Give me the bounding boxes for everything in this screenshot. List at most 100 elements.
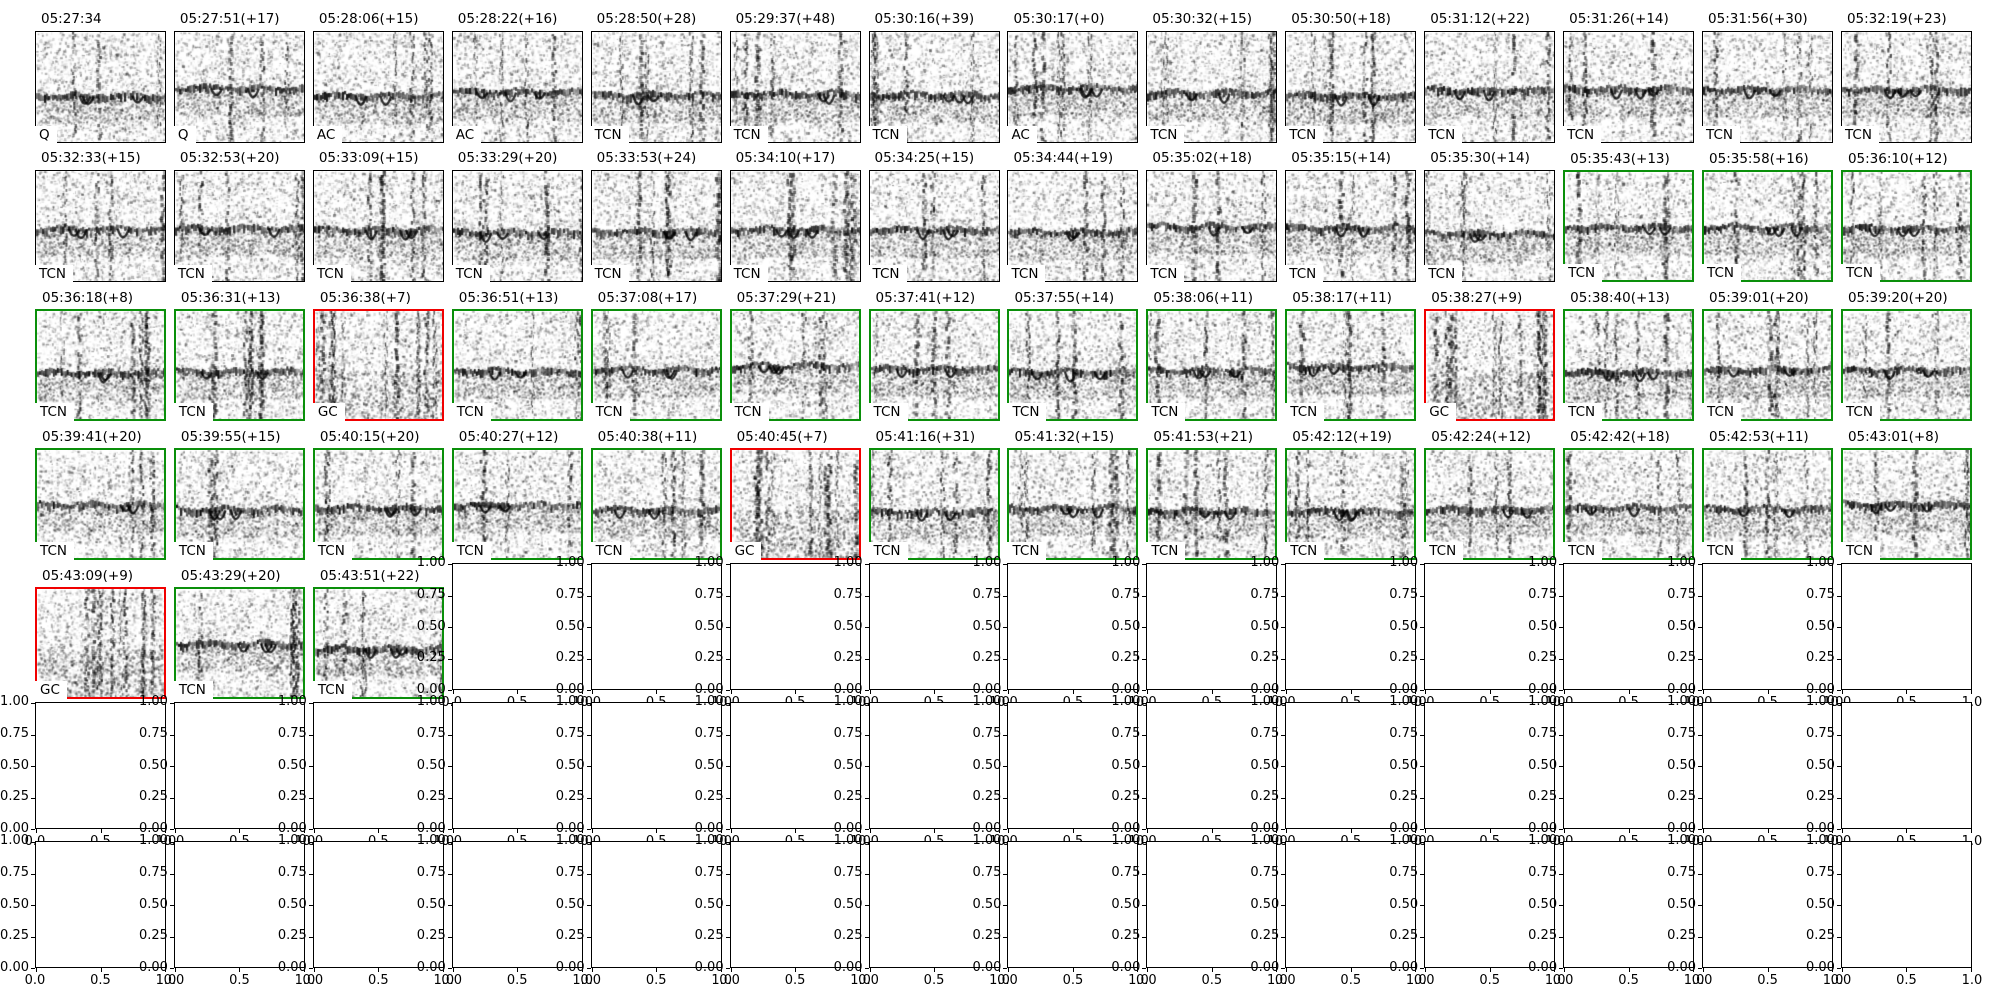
y-tick-mark	[1142, 766, 1147, 767]
y-tick-label: 0.50	[1667, 896, 1697, 912]
y-tick-mark	[1836, 873, 1841, 875]
spectrogram-panel: 05:42:53(+11) TCN	[1702, 429, 1834, 561]
x-tick-mark	[1628, 829, 1630, 833]
y-tick-mark	[1142, 690, 1147, 691]
y-tick-label: 1.00	[416, 833, 446, 848]
x-tick-label: 0.5	[1479, 973, 1501, 988]
y-tick-mark	[1281, 905, 1286, 906]
panel-title: 05:34:10(+17)	[733, 150, 838, 167]
y-tick-mark	[1836, 658, 1841, 660]
x-tick-mark	[1554, 968, 1556, 972]
y-tick-label: 0.00	[833, 821, 863, 836]
empty-axes	[1142, 702, 1278, 833]
x-tick-mark	[1693, 690, 1695, 694]
y-tick-label: 0.00	[1250, 821, 1280, 836]
panel-class-label: TCN	[1839, 126, 1879, 145]
spectrogram-panel: 05:36:10(+12) TCN	[1840, 151, 1972, 283]
y-tick-label: 0.75	[694, 586, 724, 602]
spectrogram-image	[591, 32, 721, 142]
x-tick-mark	[100, 968, 102, 972]
y-tick-label: 0.25	[1111, 789, 1141, 805]
panel-title: 05:33:29(+20)	[455, 150, 560, 167]
y-tick-label: 0.50	[1111, 618, 1141, 634]
x-tick-mark	[730, 968, 732, 972]
y-tick-label: 0.00	[694, 682, 724, 697]
y-tick-mark	[169, 968, 174, 969]
spectrogram-image	[1704, 450, 1832, 558]
x-tick-mark	[442, 829, 444, 833]
x-tick-mark	[730, 690, 732, 694]
spectrogram-image	[731, 311, 859, 419]
x-tick-mark	[1703, 690, 1705, 694]
y-tick-mark	[1836, 797, 1841, 799]
y-tick-label: 0.00	[416, 960, 446, 975]
empty-axes	[1836, 841, 1972, 972]
spectrogram-panel: 05:36:31(+13) TCN	[173, 290, 305, 422]
y-tick-mark	[586, 936, 591, 938]
panel-title: 05:30:32(+15)	[1150, 11, 1255, 28]
y-tick-label: 0.75	[277, 864, 307, 880]
y-tick-label: 0.25	[1806, 789, 1835, 805]
spectrogram-image	[175, 311, 303, 419]
empty-axes	[586, 702, 722, 833]
panel-title: 05:39:55(+15)	[178, 429, 283, 446]
spectrogram-panel: 05:35:30(+14) TCN	[1423, 150, 1556, 284]
y-tick-mark	[1003, 766, 1008, 767]
y-tick-mark	[1420, 658, 1425, 660]
y-tick-label: 0.25	[833, 928, 863, 944]
spectrogram-panel: 05:36:51(+13) TCN	[451, 290, 583, 422]
y-tick-mark	[1559, 905, 1564, 906]
empty-axes	[1420, 841, 1556, 972]
x-tick-mark	[1564, 690, 1566, 694]
x-tick-mark	[1970, 690, 1972, 694]
y-tick-mark	[31, 703, 35, 704]
x-tick-mark	[1211, 968, 1213, 972]
panel-title: 05:36:10(+12)	[1845, 151, 1950, 168]
x-tick-mark	[313, 829, 315, 833]
y-tick-label: 0.25	[416, 928, 446, 944]
y-tick-label: 0.00	[1806, 821, 1835, 836]
y-tick-mark	[31, 842, 35, 843]
y-tick-label: 0.00	[1667, 682, 1697, 697]
y-tick-label: 1.00	[555, 555, 585, 570]
x-tick-mark	[1072, 829, 1074, 833]
x-tick-mark	[1489, 968, 1491, 972]
spectrogram-image	[37, 450, 164, 558]
y-tick-label: 1.00	[833, 694, 863, 709]
empty-axes	[586, 563, 722, 694]
y-tick-label: 0.00	[1667, 821, 1697, 836]
panel-class-label: TCN	[173, 681, 213, 700]
x-tick-mark	[656, 690, 658, 694]
panel-title: 05:38:06(+11)	[1151, 290, 1256, 307]
x-tick-label: 0.5	[1618, 973, 1639, 988]
panel-class-label: TCN	[1284, 265, 1324, 284]
x-tick-mark	[517, 829, 519, 833]
x-tick-mark	[591, 829, 593, 833]
spectrogram-panel: 05:39:55(+15) TCN	[173, 429, 305, 561]
y-tick-label: 0.00	[416, 821, 446, 836]
x-tick-mark	[303, 968, 305, 972]
panel-class-label: TCN	[729, 403, 769, 422]
x-tick-label: 1.0	[1961, 973, 1983, 988]
panel-class-label: TCN	[867, 265, 907, 284]
y-tick-mark	[586, 690, 591, 691]
empty-axes	[169, 841, 305, 972]
panel-class-label: TCN	[590, 403, 630, 422]
y-tick-mark	[1698, 627, 1703, 628]
y-tick-label: 0.50	[1111, 896, 1141, 912]
panel-class-label: TCN	[34, 265, 73, 284]
x-tick-mark	[795, 968, 797, 972]
x-tick-label: 1.0	[433, 973, 455, 988]
x-tick-label: 1.0	[1267, 973, 1288, 988]
y-tick-label: 0.00	[833, 960, 863, 975]
y-tick-mark	[1836, 690, 1841, 691]
panel-title: 05:42:53(+11)	[1707, 429, 1811, 446]
y-tick-mark	[1003, 627, 1008, 628]
panel-class-label: TCN	[1840, 542, 1880, 561]
y-tick-mark	[864, 734, 869, 736]
y-tick-label: 0.00	[277, 960, 307, 975]
empty-axes	[447, 563, 583, 694]
y-tick-label: 0.50	[972, 757, 1002, 773]
y-tick-mark	[1003, 842, 1008, 843]
panel-title: 05:35:43(+13)	[1568, 151, 1672, 168]
